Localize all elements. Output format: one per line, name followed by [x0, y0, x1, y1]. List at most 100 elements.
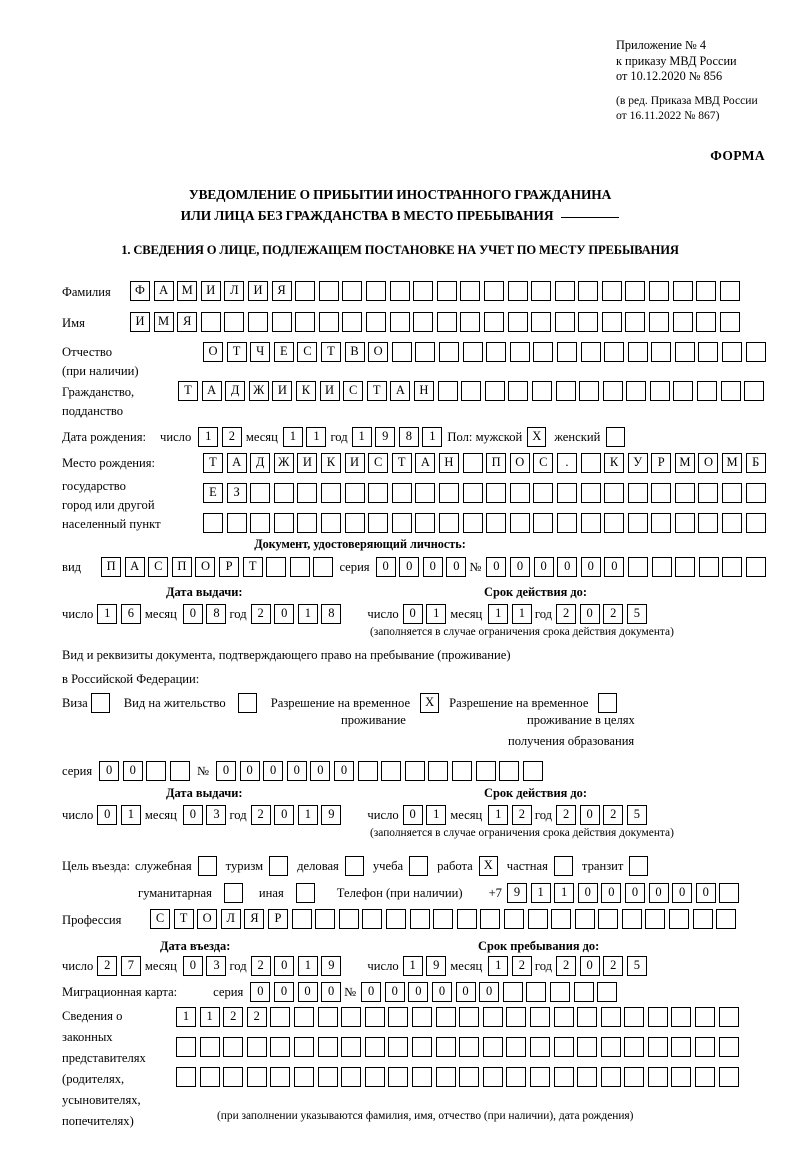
- form-cell[interactable]: Л: [224, 281, 245, 301]
- form-cell[interactable]: [315, 909, 336, 929]
- form-cell[interactable]: 0: [274, 604, 295, 624]
- form-cell[interactable]: [580, 453, 601, 473]
- form-cell[interactable]: [293, 1067, 314, 1087]
- form-cell[interactable]: [718, 1037, 739, 1057]
- form-cell[interactable]: [437, 381, 458, 401]
- form-cell[interactable]: [391, 483, 412, 503]
- form-cell[interactable]: [722, 513, 743, 533]
- form-cell[interactable]: И: [297, 453, 318, 473]
- form-cell[interactable]: О: [368, 342, 389, 362]
- form-cell[interactable]: 1: [120, 805, 141, 825]
- form-cell[interactable]: [508, 381, 529, 401]
- form-cell[interactable]: 9: [426, 956, 447, 976]
- form-cell[interactable]: [435, 1067, 456, 1087]
- form-cell[interactable]: 0: [624, 883, 645, 903]
- form-cell[interactable]: [625, 312, 646, 332]
- form-cell[interactable]: Т: [391, 453, 412, 473]
- form-cell[interactable]: [482, 1067, 503, 1087]
- form-cell[interactable]: [436, 281, 457, 301]
- form-cell[interactable]: 1: [488, 604, 509, 624]
- form-cell[interactable]: [554, 312, 575, 332]
- form-cell[interactable]: [413, 281, 434, 301]
- form-cell[interactable]: [649, 312, 670, 332]
- form-cell[interactable]: 2: [250, 604, 271, 624]
- form-cell[interactable]: [293, 1007, 314, 1027]
- form-cell[interactable]: У: [627, 453, 648, 473]
- form-cell[interactable]: [625, 281, 646, 301]
- form-cell[interactable]: 0: [274, 956, 295, 976]
- form-cell[interactable]: [317, 1007, 338, 1027]
- form-cell[interactable]: [533, 342, 554, 362]
- form-cell[interactable]: [671, 1067, 692, 1087]
- form-cell[interactable]: [744, 381, 765, 401]
- form-cell[interactable]: С: [533, 453, 554, 473]
- form-cell[interactable]: [553, 1007, 574, 1027]
- form-cell[interactable]: [365, 281, 386, 301]
- form-cell[interactable]: [462, 483, 483, 503]
- sex-female-checkbox[interactable]: [606, 427, 626, 447]
- form-cell[interactable]: К: [320, 453, 341, 473]
- form-cell[interactable]: [486, 342, 507, 362]
- birthplace-row-3[interactable]: [203, 513, 766, 533]
- form-cell[interactable]: [456, 909, 477, 929]
- form-cell[interactable]: [577, 1007, 598, 1027]
- form-cell[interactable]: 2: [511, 956, 532, 976]
- form-cell[interactable]: [698, 483, 719, 503]
- form-cell[interactable]: [203, 513, 223, 533]
- form-cell[interactable]: 2: [221, 427, 242, 447]
- form-cell[interactable]: [675, 557, 696, 577]
- form-cell[interactable]: [295, 281, 316, 301]
- form-cell[interactable]: [600, 1037, 621, 1057]
- form-cell[interactable]: [674, 513, 695, 533]
- form-cell[interactable]: 1: [198, 427, 219, 447]
- form-cell[interactable]: 1: [97, 604, 118, 624]
- form-cell[interactable]: Ж: [273, 453, 294, 473]
- form-cell[interactable]: 0: [446, 557, 467, 577]
- form-cell[interactable]: [669, 909, 690, 929]
- form-cell[interactable]: [674, 342, 695, 362]
- form-cell[interactable]: [695, 1067, 716, 1087]
- form-cell[interactable]: [647, 1007, 668, 1027]
- form-cell[interactable]: 0: [182, 805, 203, 825]
- form-cell[interactable]: 7: [120, 956, 141, 976]
- form-cell[interactable]: [671, 1007, 692, 1027]
- form-cell[interactable]: [409, 909, 430, 929]
- form-cell[interactable]: [624, 1007, 645, 1027]
- form-cell[interactable]: [344, 483, 365, 503]
- form-cell[interactable]: 0: [99, 761, 120, 781]
- form-cell[interactable]: 0: [250, 982, 271, 1002]
- form-cell[interactable]: [428, 761, 449, 781]
- form-cell[interactable]: [462, 342, 483, 362]
- humanitarian-checkbox[interactable]: [223, 883, 243, 903]
- form-cell[interactable]: 1: [402, 956, 423, 976]
- form-cell[interactable]: И: [200, 281, 221, 301]
- form-cell[interactable]: [627, 342, 648, 362]
- form-cell[interactable]: Я: [271, 281, 292, 301]
- form-cell[interactable]: [554, 281, 575, 301]
- form-cell[interactable]: [506, 1007, 527, 1027]
- form-cell[interactable]: [247, 312, 268, 332]
- form-cell[interactable]: [556, 513, 577, 533]
- legal-reps-row-3[interactable]: [176, 1067, 739, 1087]
- purpose-option-checkbox[interactable]: [344, 856, 364, 876]
- form-cell[interactable]: 1: [426, 805, 447, 825]
- form-cell[interactable]: [697, 381, 718, 401]
- form-cell[interactable]: [368, 513, 389, 533]
- form-cell[interactable]: [531, 312, 552, 332]
- form-cell[interactable]: 0: [533, 557, 554, 577]
- form-cell[interactable]: О: [203, 342, 223, 362]
- form-cell[interactable]: [533, 483, 554, 503]
- form-cell[interactable]: [604, 483, 625, 503]
- purpose-option-checkbox[interactable]: [553, 856, 573, 876]
- form-cell[interactable]: [475, 761, 496, 781]
- form-cell[interactable]: [320, 483, 341, 503]
- form-cell[interactable]: [553, 1067, 574, 1087]
- form-cell[interactable]: [698, 557, 719, 577]
- form-cell[interactable]: [404, 761, 425, 781]
- form-cell[interactable]: 0: [297, 982, 318, 1002]
